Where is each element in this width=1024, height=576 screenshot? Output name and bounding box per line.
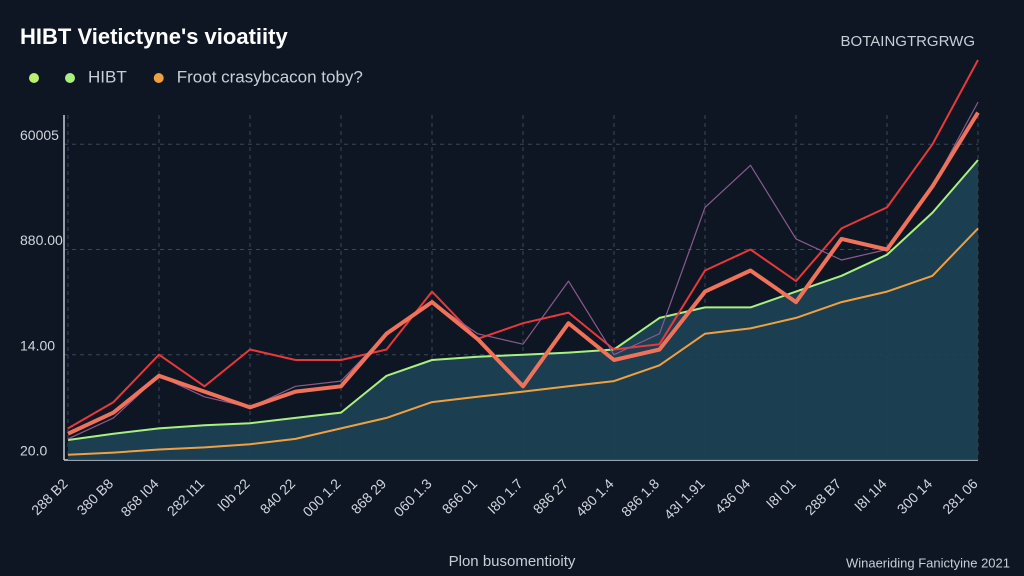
x-tick-label: 436 04 (712, 475, 754, 517)
series-line (67, 159, 979, 441)
x-tick-label: I0b 22 (214, 475, 253, 514)
x-tick-label: 886 1.8 (618, 475, 662, 519)
legend-dot (153, 73, 164, 83)
series-line (67, 111, 980, 436)
x-tick-label: 288 B2 (28, 475, 71, 518)
y-tick-label: 60005 (20, 127, 59, 143)
x-tick-label: I80 1.7 (484, 475, 526, 517)
legend-label: HIBT (88, 67, 127, 86)
x-tick-label: 480 1.4 (572, 475, 616, 519)
x-tick-label: 868 I04 (117, 475, 161, 519)
x-tick-label: 060 1.3 (390, 475, 434, 519)
x-tick-label: 380 B8 (74, 475, 117, 518)
x-tick-label: 300 14 (894, 475, 936, 517)
area (68, 160, 978, 460)
chart-subtitle: BOTAINGTRGRWG (841, 33, 975, 50)
y-tick-label: 880.00 (20, 232, 63, 248)
legend-dot (65, 73, 75, 83)
x-axis-label: Plon busomentioity (449, 553, 576, 570)
chart-title: HIBT Vietictyne's vioatiity (20, 24, 288, 49)
x-tick-label: 868 29 (348, 475, 390, 517)
series-line (67, 227, 979, 456)
x-tick-label: 000 1.2 (299, 475, 343, 519)
legend-label: Froot crasybcacon toby? (177, 67, 363, 86)
legend-dot (29, 73, 39, 83)
x-tick-label: 282 I11 (164, 475, 208, 519)
x-tick-label: 288 B7 (802, 475, 845, 518)
x-tick-label: 840 22 (257, 475, 299, 517)
x-tick-label: 43I 1.91 (661, 475, 708, 522)
x-tick-label: 866 01 (439, 475, 481, 517)
series-line (67, 101, 979, 440)
x-tick-label: 281 06 (939, 475, 981, 517)
x-tick-label: 886 27 (530, 475, 572, 517)
footer: Winaeriding Fanictyine 2021 (846, 555, 1010, 570)
x-tick-label: I8I 1I4 (851, 475, 890, 514)
x-tick-label: I8I 01 (763, 475, 799, 511)
series-line (67, 59, 979, 430)
y-tick-label: 14.00 (20, 337, 55, 353)
y-tick-label: 20.0 (20, 443, 47, 459)
